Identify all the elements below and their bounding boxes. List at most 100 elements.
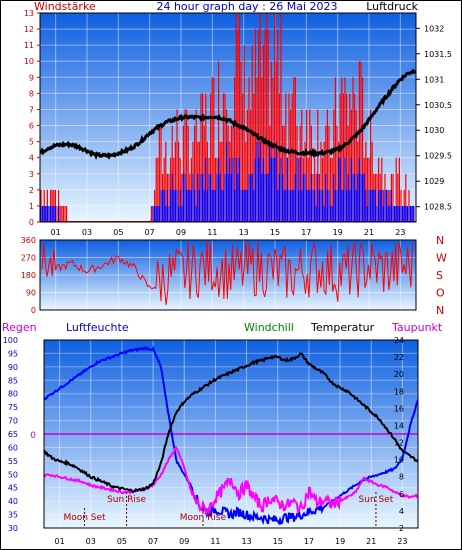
temperature-tick: 8: [399, 473, 404, 482]
humidity-tick: 45: [8, 484, 18, 493]
wind-strength-tick: 2: [29, 186, 34, 195]
humidity-tick: 30: [8, 524, 18, 533]
temperature-tick: 18: [394, 387, 404, 396]
wind-strength-tick: 4: [29, 154, 34, 163]
wind-average-series: [40, 141, 415, 222]
humidity-tick: 40: [8, 497, 18, 506]
pressure-tick: 1029.5: [424, 152, 452, 161]
wind-strength-tick: 10: [24, 57, 34, 66]
hour-tick: 15: [270, 228, 280, 237]
hour-tick: 13: [241, 537, 251, 546]
chart-title: 24 hour graph day : 26 Mai 2023: [156, 0, 337, 13]
pressure-tick: 1031.5: [424, 50, 452, 59]
rain-label: Regen: [2, 321, 37, 334]
hour-tick: 17: [301, 228, 311, 237]
hour-tick: 03: [86, 537, 96, 546]
hour-tick: 19: [333, 228, 343, 237]
wind-strength-tick: 9: [29, 73, 34, 82]
temperature-tick: 2: [399, 524, 404, 533]
hour-tick: 03: [82, 228, 92, 237]
humidity-tick: 65: [8, 430, 18, 439]
direction-degree-tick: 180: [21, 271, 36, 280]
pressure-tick: 1032: [424, 24, 444, 33]
pressure-series: [40, 68, 416, 160]
wind-strength-tick: 6: [29, 122, 34, 131]
compass-direction-label: W: [436, 252, 447, 265]
sun-event-label: Sun Set: [359, 495, 394, 505]
moon-event-label: Moon Set: [63, 513, 106, 523]
humidity-label: Luftfeuchte: [66, 321, 129, 334]
rain-axis-zero: 0: [30, 431, 36, 441]
humidity-tick: 85: [8, 376, 18, 385]
hour-tick: 05: [117, 537, 127, 546]
wind-strength-tick: 8: [29, 89, 34, 98]
wind-strength-tick: 12: [24, 25, 34, 34]
direction-degree-tick: 360: [21, 236, 36, 245]
temperature-label: Temperatur: [310, 321, 375, 334]
humidity-temperature-x-axis: 01 03 05 07 09 11 13 15 17 19 21 23: [54, 537, 407, 546]
compass-direction-label: S: [436, 269, 443, 282]
temperature-tick: 14: [394, 421, 404, 430]
temperature-tick: 16: [394, 404, 404, 413]
temperature-tick: 4: [399, 507, 404, 516]
hour-tick: 21: [366, 537, 376, 546]
wind-strength-tick: 7: [29, 105, 34, 114]
direction-degree-tick: 0: [31, 306, 36, 315]
pressure-tick: 1030.5: [424, 101, 452, 110]
compass-direction-label: O: [436, 287, 445, 300]
wind-strength-tick: 5: [29, 138, 34, 147]
humidity-tick: 55: [8, 457, 18, 466]
humidity-tick: 90: [8, 363, 18, 372]
direction-degree-tick: 270: [21, 254, 36, 263]
hour-tick: 09: [179, 537, 189, 546]
pressure-tick: 1030: [424, 126, 444, 135]
pressure-tick: 1028.5: [424, 203, 452, 212]
wind-strength-tick: 11: [24, 41, 34, 50]
hour-tick: 15: [273, 537, 283, 546]
hour-tick: 17: [304, 537, 314, 546]
wind-pressure-x-axis: 01 03 05 07 09 11 13 15 17 19 21 23: [51, 228, 406, 237]
hour-tick: 23: [395, 228, 405, 237]
humidity-series: [44, 346, 418, 526]
hour-tick: 01: [51, 228, 61, 237]
temperature-tick: 22: [394, 353, 404, 362]
hour-tick: 11: [207, 228, 217, 237]
wind-direction-series: [41, 240, 414, 305]
hour-tick: 05: [113, 228, 123, 237]
hour-tick: 23: [397, 537, 407, 546]
sun-event-label: Sun Rise: [107, 495, 146, 505]
hour-tick: 11: [210, 537, 220, 546]
windchill-label: Windchill: [244, 321, 294, 334]
dewpoint-label: Taupunkt: [391, 321, 443, 334]
wind-strength-tick: 13: [24, 9, 34, 18]
humidity-tick: 50: [8, 470, 18, 479]
humidity-axis: 30 35 40 45 50 55 60 65 70 75 80 85 90 95 100: [3, 336, 18, 533]
humidity-tick: 75: [8, 403, 18, 412]
pressure-tick: 1029: [424, 177, 444, 186]
wind-strength-tick: 3: [29, 170, 34, 179]
hour-tick: 07: [148, 537, 158, 546]
direction-degree-tick: 90: [26, 289, 36, 298]
temperature-tick: 10: [394, 456, 404, 465]
hour-tick: 09: [176, 228, 186, 237]
moon-event-label: Moon Rise: [180, 513, 227, 523]
humidity-tick: 70: [8, 417, 18, 426]
temperature-tick: 24: [394, 336, 404, 345]
temperature-series: [44, 352, 418, 493]
temperature-tick: 6: [399, 490, 404, 499]
hour-tick: 21: [364, 228, 374, 237]
wind-direction-degrees-axis: 0 90 180 270 360: [21, 236, 36, 315]
humidity-tick: 80: [8, 390, 18, 399]
hour-tick: 07: [145, 228, 155, 237]
pressure-axis: 1028.5 1029 1029.5 1030 1030.5 1031 1031.5 1032: [416, 24, 452, 212]
wind-strength-tick: 0: [29, 218, 34, 227]
compass-direction-label: N: [436, 304, 444, 317]
compass-direction-label: N: [436, 234, 444, 247]
wind-strength-label: Windstärke: [34, 0, 96, 13]
temperature-tick: 20: [394, 370, 404, 379]
